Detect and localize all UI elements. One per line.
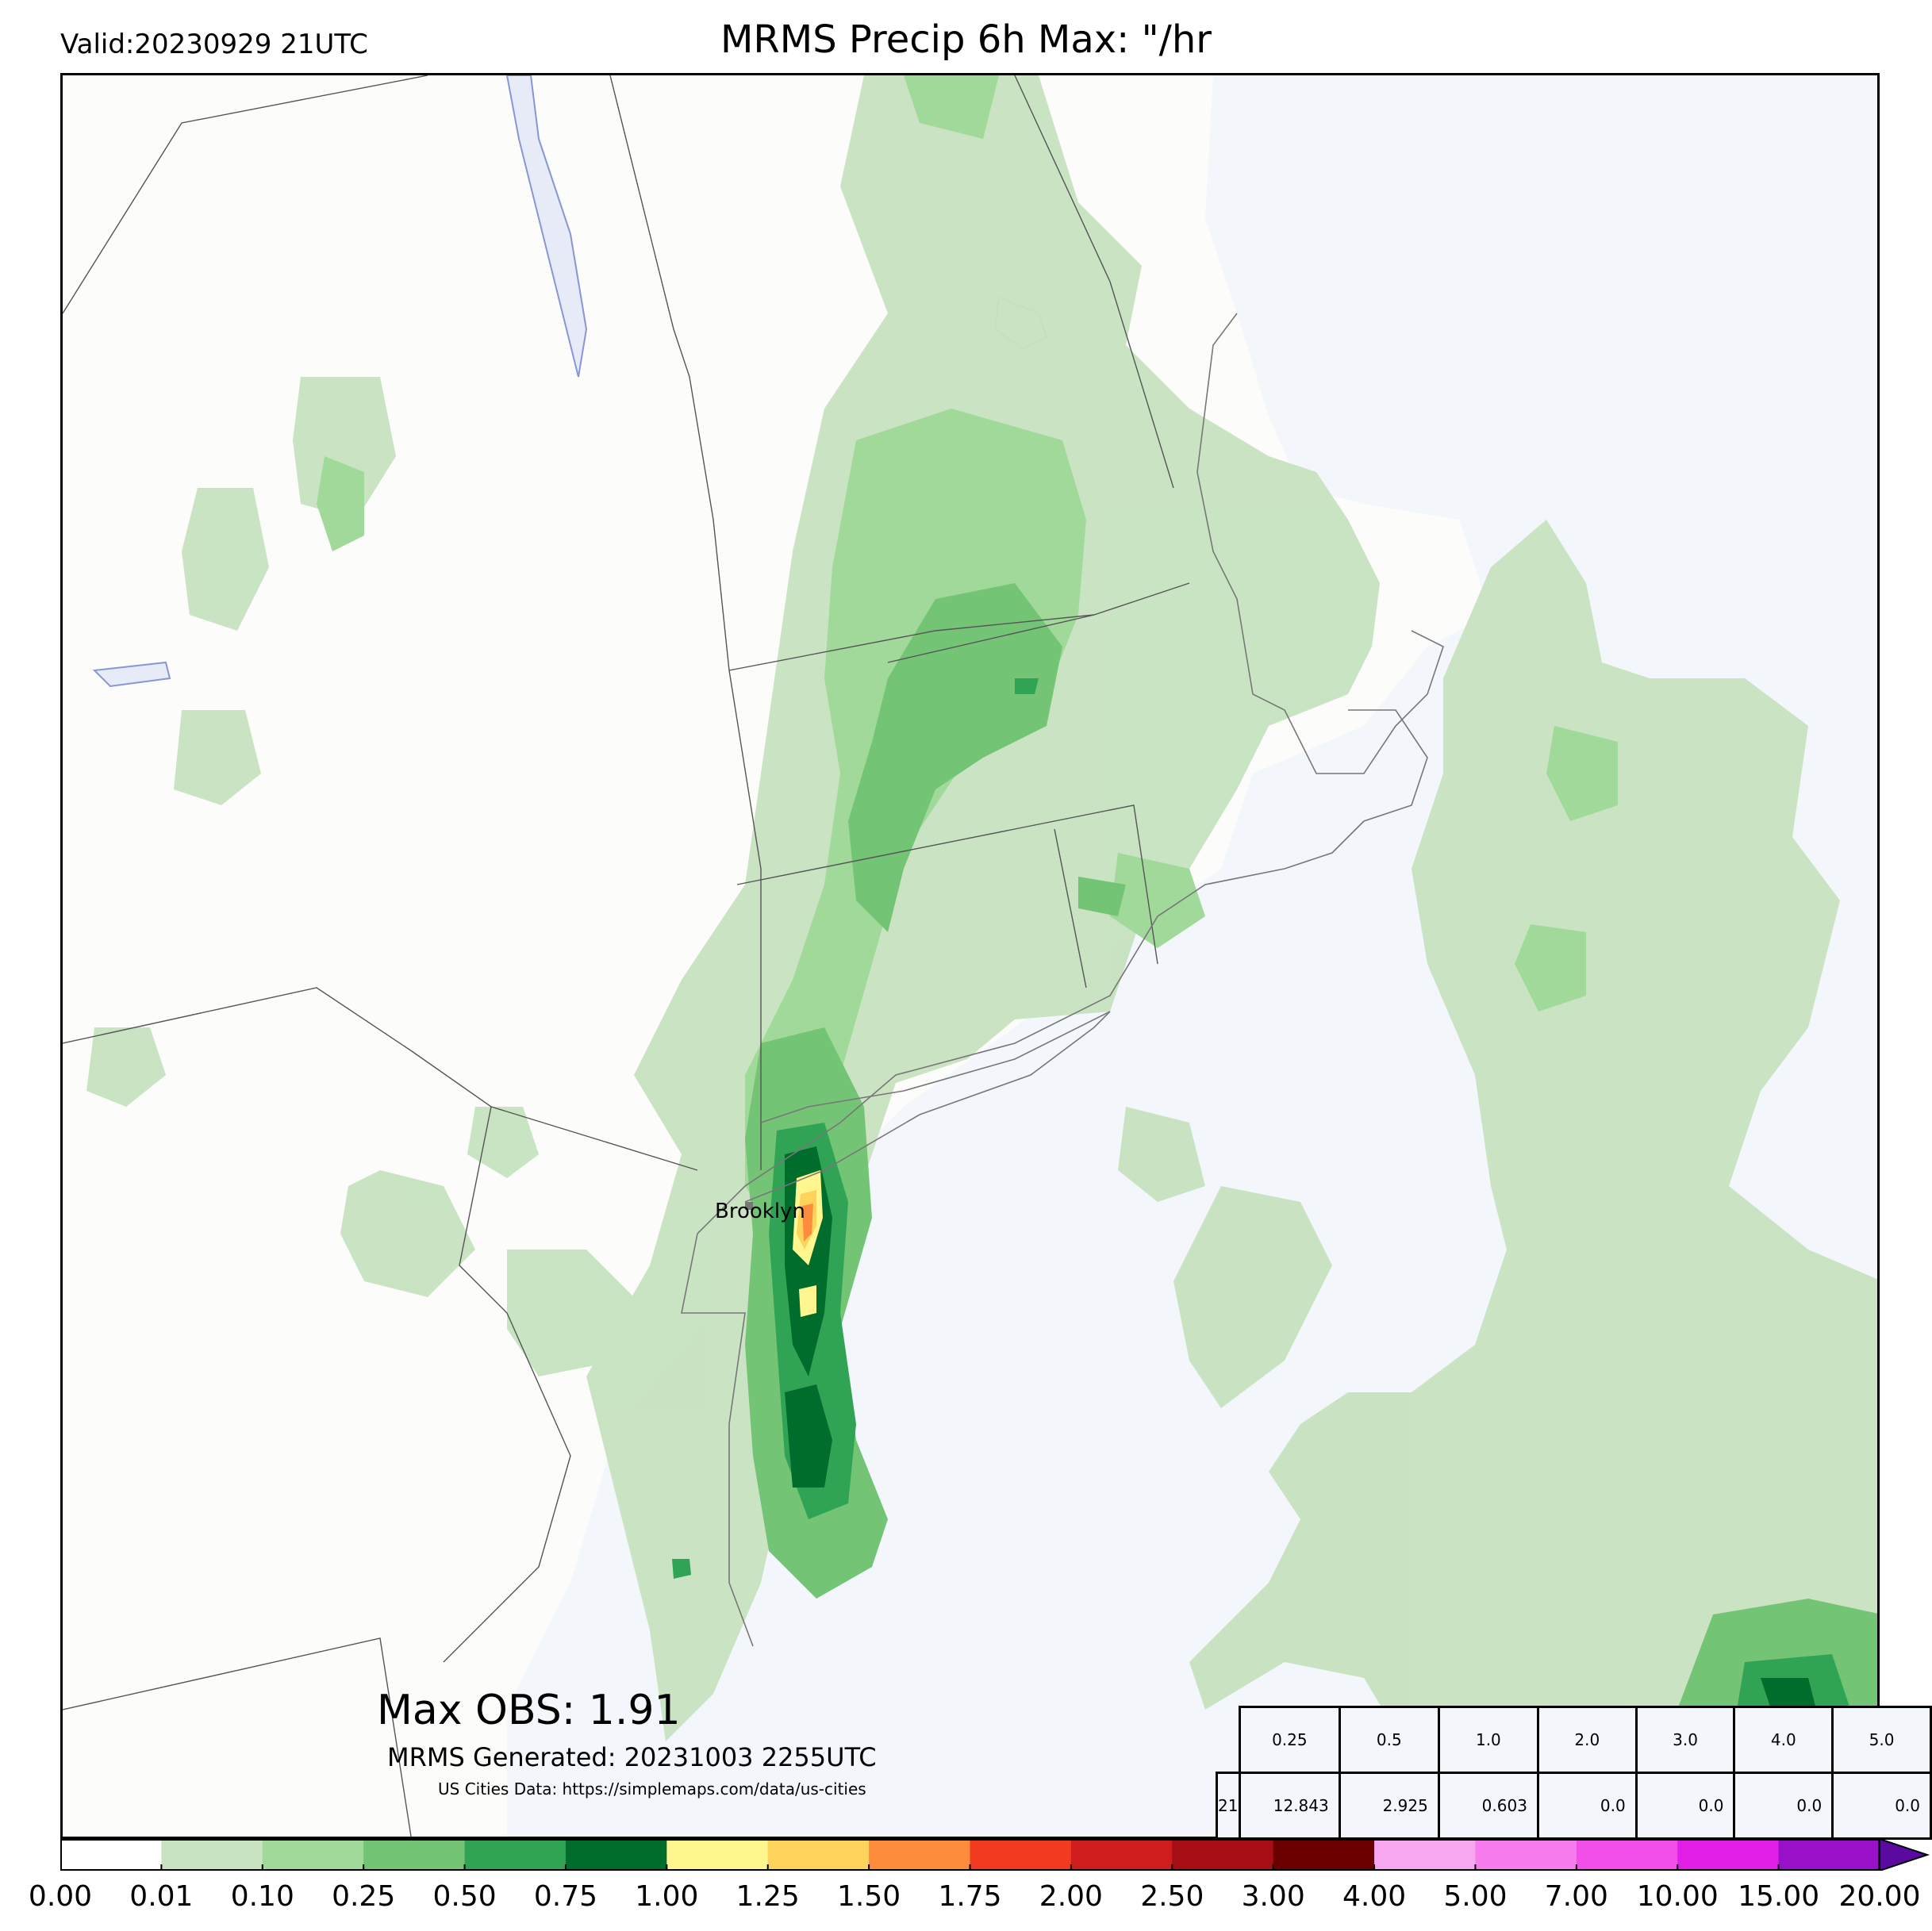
colorbar-tick-label: 0.10 — [230, 1880, 294, 1913]
value-cell: 0.0 — [1536, 1772, 1638, 1840]
colorbar-swatch — [161, 1839, 263, 1871]
colorbar-swatch — [1374, 1839, 1476, 1871]
threshold-row: 0.25 0.5 1.0 2.0 3.0 4.0 5.0 — [1217, 1706, 1932, 1774]
colorbar-tick-label: 4.00 — [1342, 1880, 1407, 1913]
lake-oneida — [92, 661, 171, 688]
colorbar-tick-label: 5.00 — [1443, 1880, 1508, 1913]
value-cell: 0.0 — [1634, 1772, 1736, 1840]
colorbar-tick-label: 1.50 — [837, 1880, 901, 1913]
colorbar-tick-label: 0.01 — [129, 1880, 194, 1913]
state-borders — [63, 75, 1190, 1837]
threshold-table: 0.25 0.5 1.0 2.0 3.0 4.0 5.0 21 12.843 2… — [1216, 1706, 1932, 1840]
threshold-cell: 5.0 — [1831, 1706, 1932, 1774]
threshold-cell: 3.0 — [1634, 1706, 1736, 1774]
colorbar-tick-label: 3.00 — [1241, 1880, 1305, 1913]
colorbar-tick-label: 15.00 — [1738, 1880, 1820, 1913]
colorbar-swatch — [363, 1839, 466, 1871]
valid-time-label: Valid:20230929 21UTC — [60, 29, 368, 60]
colorbar-tick-label: 1.25 — [736, 1880, 800, 1913]
colorbar-swatch — [565, 1839, 667, 1871]
colorbar-tick-label: 20.00 — [1838, 1880, 1921, 1913]
max-obs-label: Max OBS: 1.91 — [377, 1687, 681, 1734]
colorbar-swatch — [60, 1839, 162, 1871]
colorbar-swatch — [1273, 1839, 1375, 1871]
colorbar-swatch — [1576, 1839, 1678, 1871]
colorbar-tick-label: 0.75 — [533, 1880, 598, 1913]
colorbar-tick-label: 10.00 — [1636, 1880, 1719, 1913]
threshold-cell: 4.0 — [1733, 1706, 1834, 1774]
colorbar-tick-label: 7.00 — [1544, 1880, 1608, 1913]
coastline — [681, 313, 1444, 1647]
value-cell: 0.0 — [1733, 1772, 1834, 1840]
colorbar-swatch — [1172, 1839, 1274, 1871]
value-cell: 0.603 — [1437, 1772, 1539, 1840]
lake-champlain — [505, 75, 588, 378]
threshold-cell: 0.25 — [1238, 1706, 1341, 1774]
precip-map: Brooklyn — [60, 73, 1880, 1839]
map-canvas: Brooklyn — [63, 75, 1877, 1837]
generated-label: MRMS Generated: 20231003 2255UTC — [387, 1742, 877, 1772]
colorbar-swatch — [262, 1839, 364, 1871]
colorbar-swatch — [767, 1839, 870, 1871]
value-row: 21 12.843 2.925 0.603 0.0 0.0 0.0 0.0 — [1216, 1772, 1932, 1840]
row-label: 21 — [1216, 1772, 1241, 1840]
chart-title: MRMS Precip 6h Max: "/hr — [720, 17, 1212, 62]
value-cell: 12.843 — [1238, 1772, 1341, 1840]
colorbar-swatch — [869, 1839, 970, 1871]
colorbar-tick-label: 1.00 — [635, 1880, 699, 1913]
colorbar-swatch — [464, 1839, 567, 1871]
colorbar-swatch — [970, 1839, 1072, 1871]
threshold-cell: 2.0 — [1536, 1706, 1638, 1774]
colorbar-swatch — [1677, 1839, 1780, 1871]
colorbar-tick-label: 0.00 — [28, 1880, 93, 1913]
colorbar — [60, 1839, 1930, 1871]
colorbar-swatch — [1778, 1839, 1880, 1871]
colorbar-swatch — [666, 1839, 769, 1871]
colorbar-swatch — [1475, 1839, 1577, 1871]
colorbar-swatch — [1070, 1839, 1173, 1871]
colorbar-tick-label: 0.25 — [332, 1880, 396, 1913]
colorbar-tick-label: 0.50 — [432, 1880, 497, 1913]
city-marker — [745, 1202, 753, 1210]
colorbar-tick-label: 2.00 — [1039, 1880, 1103, 1913]
threshold-cell: 1.0 — [1437, 1706, 1539, 1774]
source-credit: US Cities Data: https://simplemaps.com/d… — [438, 1779, 866, 1799]
colorbar-tick-label: 1.75 — [938, 1880, 1002, 1913]
colorbar-extend-arrow — [1879, 1839, 1930, 1871]
threshold-cell: 0.5 — [1338, 1706, 1440, 1774]
precip-peak — [793, 1170, 823, 1317]
value-cell: 0.0 — [1831, 1772, 1932, 1840]
value-cell: 2.925 — [1338, 1772, 1440, 1840]
colorbar-tick-label: 2.50 — [1140, 1880, 1204, 1913]
city-label: Brooklyn — [715, 1200, 805, 1223]
